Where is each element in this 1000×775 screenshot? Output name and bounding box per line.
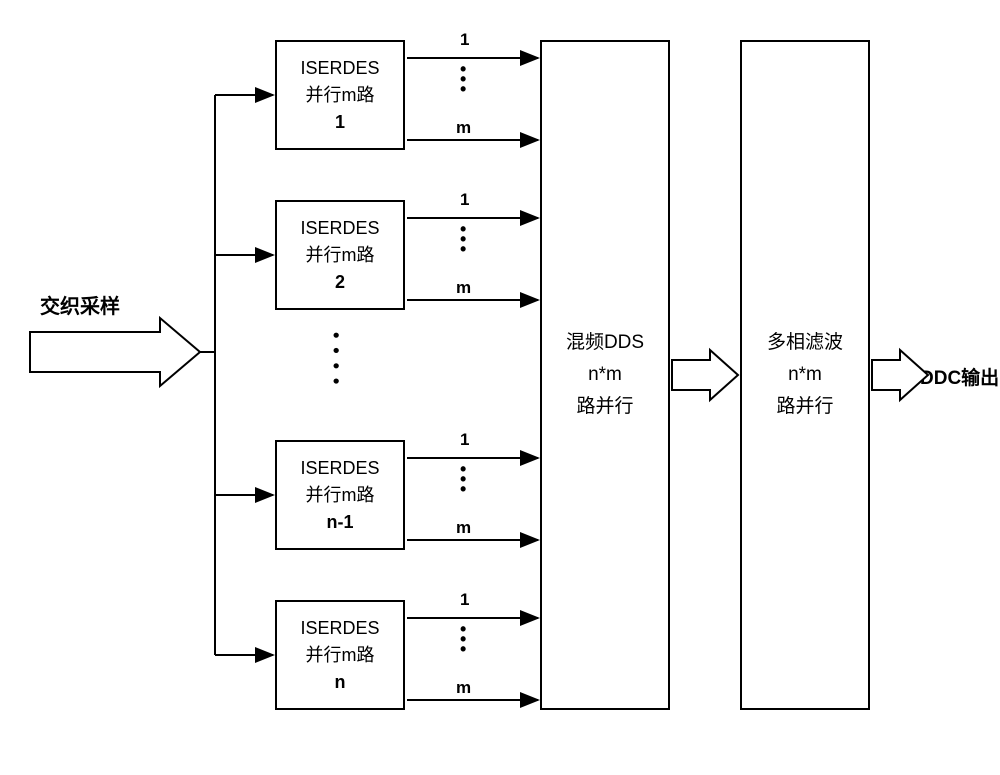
lane-label-2-bot: m	[456, 278, 471, 298]
dds-line1: 混频DDS	[566, 327, 644, 359]
iserdes-title: ISERDES	[300, 55, 379, 82]
iserdes-index: n-1	[327, 509, 354, 536]
iserdes-subtitle: 并行m路	[306, 642, 375, 669]
dds-box: 混频DDS n*m 路并行	[540, 40, 670, 710]
iserdes-box-3: ISERDES 并行m路 n-1	[275, 440, 405, 550]
iserdes-subtitle: 并行m路	[306, 482, 375, 509]
lane-label-2-top: 1	[460, 190, 469, 210]
lane-label-3-top: 1	[460, 430, 469, 450]
adc-chip-label: 高速模数转换芯片	[36, 343, 156, 364]
iserdes-subtitle: 并行m路	[306, 82, 375, 109]
iserdes-box-1: ISERDES 并行m路 1	[275, 40, 405, 150]
lane-label-1-top: 1	[460, 30, 469, 50]
lane-vdots-2: •••	[460, 225, 468, 255]
dds-line2: n*m	[588, 359, 622, 391]
poly-line2: n*m	[788, 359, 822, 391]
poly-line3: 路并行	[776, 391, 833, 423]
iserdes-box-2: ISERDES 并行m路 2	[275, 200, 405, 310]
lane-label-4-top: 1	[460, 590, 469, 610]
iserdes-index: n	[335, 669, 346, 696]
diagram-canvas: 交织采样 ISERDES 并行m路 1 ISERDES 并行m路 2 ISERD…	[0, 0, 1000, 775]
lane-vdots-3: •••	[460, 465, 468, 495]
iserdes-index: 1	[335, 109, 345, 136]
iserdes-index: 2	[335, 269, 345, 296]
polyphase-box: 多相滤波 n*m 路并行	[740, 40, 870, 710]
lane-label-3-bot: m	[456, 518, 471, 538]
ddc-output-label: DDC输出	[920, 363, 999, 390]
iserdes-title: ISERDES	[300, 215, 379, 242]
mid-big-arrow	[672, 350, 738, 400]
lane-vdots-4: •••	[460, 625, 468, 655]
poly-line1: 多相滤波	[767, 327, 843, 359]
vdots-iserdes: • • • •	[325, 332, 346, 386]
lane-vdots-1: •••	[460, 65, 468, 95]
dds-line3: 路并行	[576, 391, 633, 423]
interleaved-sampling-label: 交织采样	[40, 290, 120, 319]
lane-label-4-bot: m	[456, 678, 471, 698]
iserdes-title: ISERDES	[300, 455, 379, 482]
iserdes-box-4: ISERDES 并行m路 n	[275, 600, 405, 710]
lane-label-1-bot: m	[456, 118, 471, 138]
iserdes-title: ISERDES	[300, 615, 379, 642]
iserdes-subtitle: 并行m路	[306, 242, 375, 269]
